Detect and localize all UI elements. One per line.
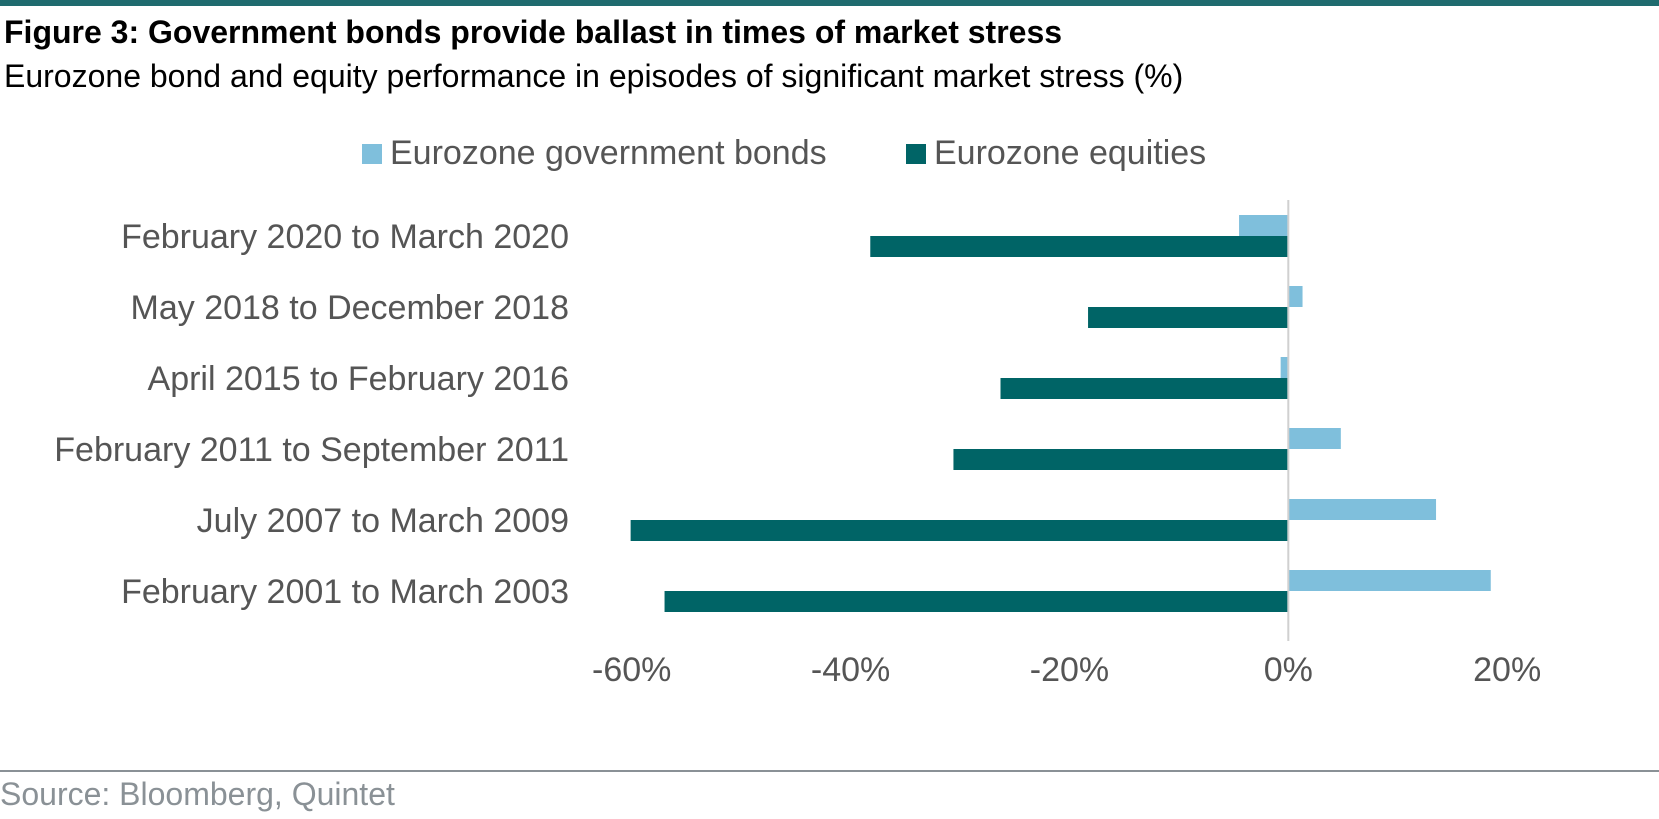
category-label-3: February 2011 to September 2011 [54,431,569,469]
x-tick-label-2: -20% [1030,651,1109,689]
top-rule [0,0,1659,6]
bar-equities-4 [630,520,1289,541]
bar-bonds-0 [1239,215,1289,236]
x-tick-label-1: -40% [811,651,890,689]
legend-item-equities: Eurozone equities [906,134,1206,173]
category-label-2: April 2015 to February 2016 [148,360,569,398]
category-label-4: July 2007 to March 2009 [197,502,569,540]
legend: Eurozone government bonds Eurozone equit… [0,134,1659,178]
x-tick-label-4: 20% [1473,651,1541,689]
bar-bonds-3 [1288,428,1341,449]
legend-swatch-bonds [362,143,382,164]
bar-chart: February 2020 to March 2020 May 2018 to D… [54,200,1541,689]
category-label-5: February 2001 to March 2003 [121,573,569,611]
bar-equities-0 [870,236,1289,257]
bar-bonds-1 [1288,286,1303,307]
bar-equities-1 [1088,307,1289,328]
legend-item-bonds: Eurozone government bonds [362,134,827,173]
legend-label-equities: Eurozone equities [934,134,1207,172]
category-label-1: May 2018 to December 2018 [131,289,569,327]
category-label-0: February 2020 to March 2020 [121,218,569,256]
chart-title: Figure 3: Government bonds provide balla… [4,14,1063,50]
bar-bonds-2 [1280,357,1289,378]
legend-label-bonds: Eurozone government bonds [390,134,827,172]
bar-bonds-4 [1288,499,1437,520]
source-note: Source: Bloomberg, Quintet [0,776,395,812]
x-tick-label-3: 0% [1264,651,1313,689]
chart-subtitle: Eurozone bond and equity performance in … [4,58,1184,94]
bar-equities-3 [953,449,1289,470]
bottom-rule [0,770,1659,772]
bar-equities-5 [664,591,1289,612]
legend-swatch-equities [906,143,926,164]
x-tick-label-0: -60% [592,651,671,689]
bar-equities-2 [1000,378,1289,399]
bar-bonds-5 [1288,570,1491,591]
